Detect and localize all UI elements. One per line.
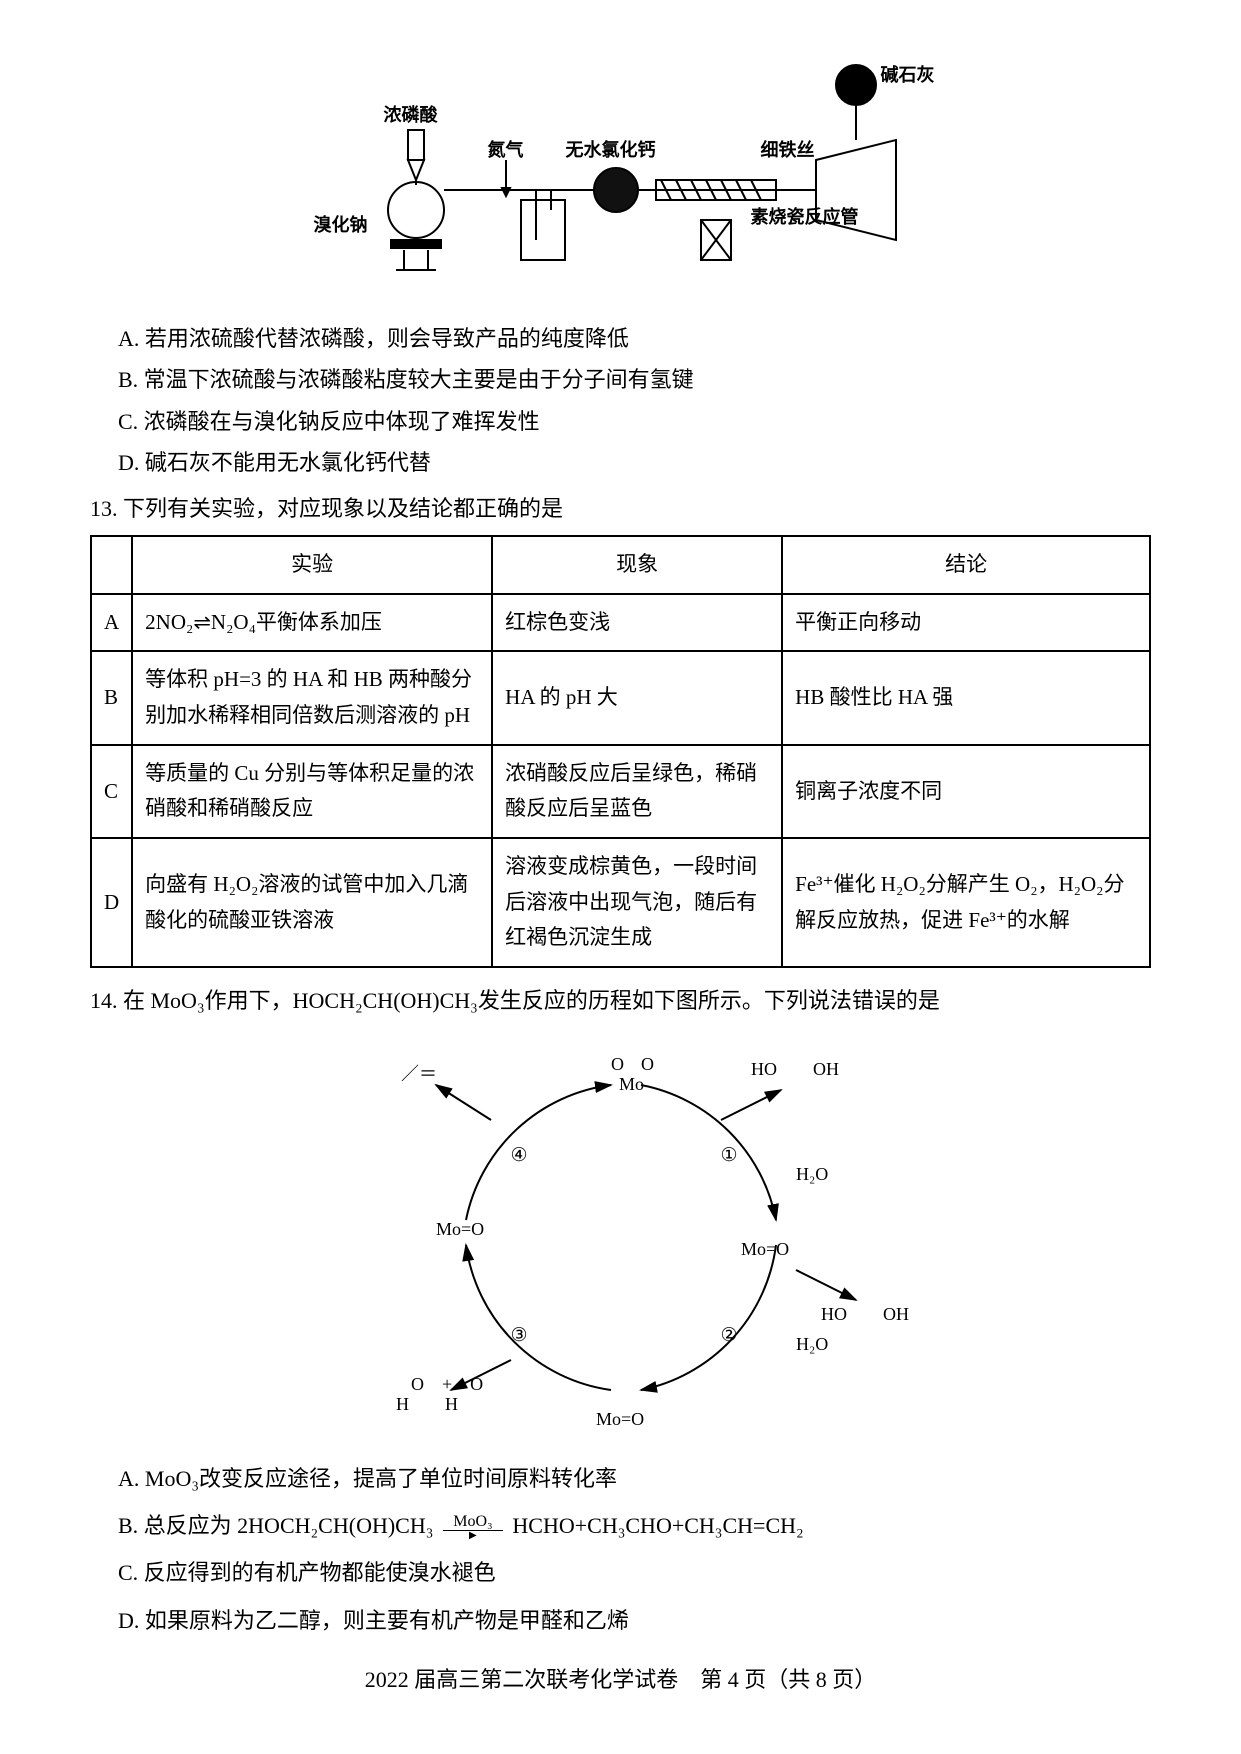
svg-text:HO OH: HO OH bbox=[751, 1059, 839, 1079]
cell-D-label: D bbox=[91, 838, 132, 967]
svg-text:H H: H H bbox=[396, 1394, 458, 1414]
page-footer: 2022 届高三第二次联考化学试卷 第 4 页（共 8 页） bbox=[90, 1661, 1151, 1698]
q12-D: D. 碱石灰不能用无水氯化钙代替 bbox=[118, 444, 1151, 481]
svg-text:O: O bbox=[611, 1054, 624, 1074]
label-cacl2: 无水氯化钙 bbox=[566, 135, 656, 166]
apparatus-svg bbox=[296, 40, 946, 300]
cell-D-exp: 向盛有 H₂O₂溶液的试管中加入几滴酸化的硫酸亚铁溶液 bbox=[132, 838, 492, 967]
svg-text:Mo: Mo bbox=[619, 1074, 644, 1094]
q12-C: C. 浓磷酸在与溴化钠反应中体现了难挥发性 bbox=[118, 403, 1151, 440]
q14-A: A. MoO₃改变反应途径，提高了单位时间原料转化率 bbox=[118, 1460, 1151, 1497]
label-soda-lime: 碱石灰 bbox=[881, 60, 935, 91]
cell-B-concl: HB 酸性比 HA 强 bbox=[782, 651, 1150, 744]
table-row: B 等体积 pH=3 的 HA 和 HB 两种酸分别加水稀释相同倍数后测溶液的 … bbox=[91, 651, 1150, 744]
table-row: A 2NO₂⇌N₂O₄平衡体系加压 红棕色变浅 平衡正向移动 bbox=[91, 594, 1150, 652]
cell-C-phen: 浓硝酸反应后呈绿色，稀硝酸反应后呈蓝色 bbox=[492, 745, 782, 838]
th-blank bbox=[91, 536, 132, 594]
label-ceramic-tube: 素烧瓷反应管 bbox=[751, 202, 859, 233]
q14-stem: 14. 在 MoO₃作用下，HOCH₂CH(OH)CH₃发生反应的历程如下图所示… bbox=[90, 982, 1151, 1019]
svg-text:O: O bbox=[641, 1054, 654, 1074]
cell-B-phen: HA 的 pH 大 bbox=[492, 651, 782, 744]
table-row: C 等质量的 Cu 分别与等体积足量的浓硝酸和稀硝酸反应 浓硝酸反应后呈绿色，稀… bbox=[91, 745, 1150, 838]
svg-text:／＝: ／＝ bbox=[401, 1064, 437, 1084]
cell-C-concl: 铜离子浓度不同 bbox=[782, 745, 1150, 838]
q12-options: A. 若用浓硫酸代替浓磷酸，则会导致产品的纯度降低 B. 常温下浓硫酸与浓磷酸粘… bbox=[118, 320, 1151, 482]
cell-B-label: B bbox=[91, 651, 132, 744]
q14-diagram: O O Mo HO OH H₂O Mo=O HO OH H₂O Mo=O H H… bbox=[341, 1030, 901, 1450]
q14-D: D. 如果原料为乙二醇，则主要有机产物是甲醛和乙烯 bbox=[118, 1602, 1151, 1639]
q13-stem: 13. 下列有关实验，对应现象以及结论都正确的是 bbox=[90, 490, 1151, 527]
step1-label: ① bbox=[721, 1140, 738, 1172]
svg-text:Mo=O: Mo=O bbox=[596, 1409, 644, 1429]
th-exp: 实验 bbox=[132, 536, 492, 594]
apparatus-diagram: 浓磷酸 氮气 无水氯化钙 细铁丝 碱石灰 溴化钠 素烧瓷反应管 bbox=[296, 40, 946, 300]
step2-label: ② bbox=[721, 1320, 738, 1352]
label-nabr: 溴化钠 bbox=[314, 210, 368, 241]
cell-D-phen: 溶液变成棕黄色，一段时间后溶液中出现气泡，随后有红褐色沉淀生成 bbox=[492, 838, 782, 967]
cell-C-label: C bbox=[91, 745, 132, 838]
label-fe-wire: 细铁丝 bbox=[761, 135, 815, 166]
svg-text:Mo=O: Mo=O bbox=[436, 1219, 484, 1239]
q14-B-over: MoO₃ bbox=[443, 1514, 503, 1530]
q14-B-post: HCHO+CH₃CHO+CH₃CH=CH₂ bbox=[512, 1513, 803, 1538]
svg-text:H₂O: H₂O bbox=[796, 1164, 828, 1184]
label-h3po4: 浓磷酸 bbox=[384, 100, 438, 131]
q14-B-pre: B. 总反应为 2HOCH₂CH(OH)CH₃ bbox=[118, 1513, 433, 1538]
cell-C-exp: 等质量的 Cu 分别与等体积足量的浓硝酸和稀硝酸反应 bbox=[132, 745, 492, 838]
cell-B-exp: 等体积 pH=3 的 HA 和 HB 两种酸分别加水稀释相同倍数后测溶液的 pH bbox=[132, 651, 492, 744]
q13-table: 实验 现象 结论 A 2NO₂⇌N₂O₄平衡体系加压 红棕色变浅 平衡正向移动 … bbox=[90, 535, 1151, 968]
cell-A-concl: 平衡正向移动 bbox=[782, 594, 1150, 652]
step3-label: ③ bbox=[511, 1320, 528, 1352]
svg-text:H₂O: H₂O bbox=[796, 1334, 828, 1354]
q14-B: B. 总反应为 2HOCH₂CH(OH)CH₃ MoO₃ ▶ HCHO+CH₃C… bbox=[118, 1507, 1151, 1544]
cell-A-phen: 红棕色变浅 bbox=[492, 594, 782, 652]
cell-D-concl: Fe³⁺催化 H₂O₂分解产生 O₂，H₂O₂分解反应放热，促进 Fe³⁺的水解 bbox=[782, 838, 1150, 967]
svg-text:HO OH: HO OH bbox=[821, 1304, 909, 1324]
svg-text:O + O: O + O bbox=[411, 1374, 483, 1394]
table-row: D 向盛有 H₂O₂溶液的试管中加入几滴酸化的硫酸亚铁溶液 溶液变成棕黄色，一段… bbox=[91, 838, 1150, 967]
cell-A-label: A bbox=[91, 594, 132, 652]
th-concl: 结论 bbox=[782, 536, 1150, 594]
svg-text:Mo=O: Mo=O bbox=[741, 1239, 789, 1259]
q14-C: C. 反应得到的有机产物都能使溴水褪色 bbox=[118, 1554, 1151, 1591]
cell-A-exp: 2NO₂⇌N₂O₄平衡体系加压 bbox=[132, 594, 492, 652]
th-phen: 现象 bbox=[492, 536, 782, 594]
q12-B: B. 常温下浓硫酸与浓磷酸粘度较大主要是由于分子间有氢键 bbox=[118, 361, 1151, 398]
step4-label: ④ bbox=[511, 1140, 528, 1172]
q14-options: A. MoO₃改变反应途径，提高了单位时间原料转化率 B. 总反应为 2HOCH… bbox=[118, 1460, 1151, 1640]
q12-A: A. 若用浓硫酸代替浓磷酸，则会导致产品的纯度降低 bbox=[118, 320, 1151, 357]
label-n2: 氮气 bbox=[488, 135, 524, 166]
cycle-svg: O O Mo HO OH H₂O Mo=O HO OH H₂O Mo=O H H… bbox=[341, 1030, 901, 1450]
